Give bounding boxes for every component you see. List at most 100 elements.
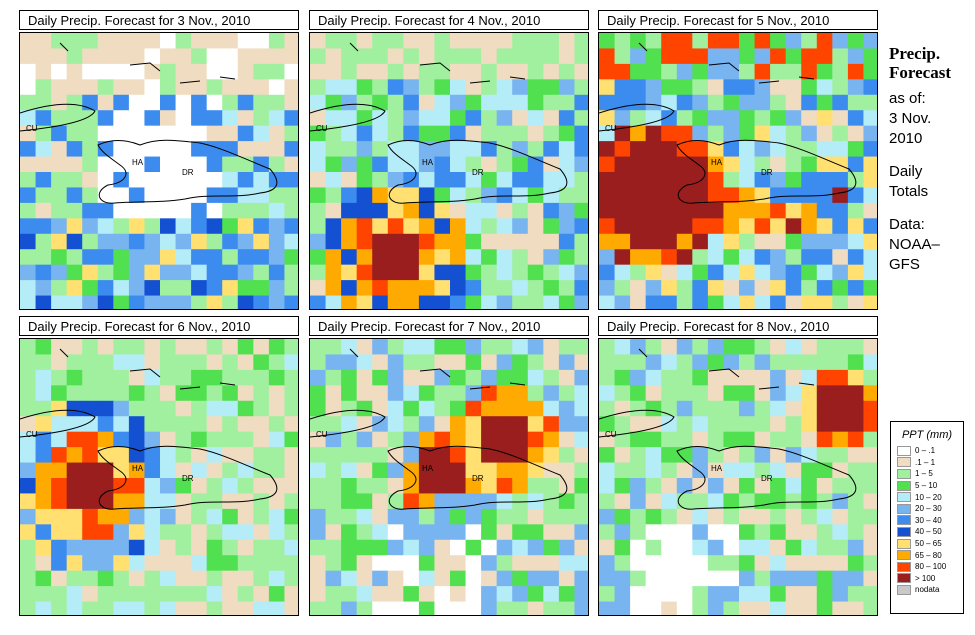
precip-cell	[785, 33, 802, 49]
precip-cell	[614, 63, 631, 80]
precip-cell	[372, 218, 389, 235]
cu-label: CU	[605, 430, 617, 439]
precip-cell	[20, 187, 37, 204]
precip-cell	[144, 264, 161, 281]
precip-cell	[676, 156, 693, 173]
precip-cell	[82, 601, 99, 615]
legend-label: 50 – 65	[915, 539, 942, 549]
precip-cell	[614, 264, 631, 281]
precip-cell	[206, 369, 223, 386]
precip-cell	[512, 63, 529, 80]
precip-cell	[574, 295, 588, 309]
precip-cell	[770, 172, 787, 188]
precip-cell	[418, 94, 435, 111]
precip-cell	[434, 280, 451, 297]
precip-cell	[97, 48, 114, 65]
precip-cell	[770, 385, 787, 402]
precip-cell	[707, 172, 724, 188]
legend-label: 80 – 100	[915, 562, 947, 572]
precip-cell	[645, 33, 662, 49]
precip-cell	[284, 555, 298, 572]
legend-item: 40 – 50	[891, 526, 963, 538]
precip-cell	[496, 172, 513, 188]
precip-cell	[496, 264, 513, 281]
precip-cell	[325, 63, 342, 80]
precip-cell	[82, 416, 99, 433]
precip-cell	[97, 586, 114, 603]
precip-cell	[387, 369, 404, 386]
precip-cell	[847, 369, 864, 386]
precip-cell	[97, 478, 114, 494]
precip-cell	[661, 79, 678, 96]
precip-cell	[496, 508, 513, 525]
precip-cell	[403, 33, 420, 49]
precip-cell	[599, 280, 616, 297]
precip-cell	[372, 586, 389, 603]
precip-cell	[754, 431, 771, 448]
precip-cell	[645, 48, 662, 65]
precip-cell	[418, 264, 435, 281]
precip-cell	[341, 110, 358, 127]
precip-cell	[785, 539, 802, 556]
precip-cell	[284, 478, 298, 494]
precip-cell	[325, 493, 342, 510]
precip-cell	[465, 79, 482, 96]
precip-cell	[801, 125, 818, 142]
precip-cell	[97, 369, 114, 386]
precip-cell	[356, 233, 373, 250]
precip-cell	[191, 555, 208, 572]
precip-cell	[237, 385, 254, 402]
precip-cell	[284, 462, 298, 479]
precip-cell	[645, 110, 662, 127]
precip-cell	[707, 462, 724, 479]
precip-cell	[356, 125, 373, 142]
precip-cell	[645, 79, 662, 96]
precip-cell	[496, 478, 513, 494]
precip-cell	[863, 187, 877, 204]
precip-cell	[253, 33, 270, 49]
precip-cell	[222, 48, 239, 65]
precip-cell	[268, 156, 285, 173]
precip-cell	[66, 33, 83, 49]
precip-cell	[372, 354, 389, 371]
precip-cell	[512, 233, 529, 250]
precip-cell	[558, 264, 575, 281]
precip-cell	[739, 586, 756, 603]
precip-cell	[372, 63, 389, 80]
precip-cell	[20, 110, 37, 127]
precip-cell	[310, 187, 327, 204]
precip-cell	[253, 63, 270, 80]
precip-cell	[418, 354, 435, 371]
precip-cell	[754, 524, 771, 541]
precip-cell	[465, 462, 482, 479]
precip-cell	[770, 156, 787, 173]
precip-cell	[206, 601, 223, 615]
precip-cell	[372, 524, 389, 541]
precip-cell	[237, 508, 254, 525]
precip-cell	[434, 79, 451, 96]
precip-cell	[206, 431, 223, 448]
precip-cell	[661, 48, 678, 65]
precip-cell	[801, 385, 818, 402]
precip-cell	[434, 141, 451, 158]
precip-cell	[558, 369, 575, 386]
precip-cell	[284, 354, 298, 371]
precip-cell	[739, 369, 756, 386]
precip-cell	[723, 172, 740, 188]
precip-cell	[403, 48, 420, 65]
precip-cell	[253, 202, 270, 219]
precip-cell	[801, 570, 818, 587]
precip-cell	[676, 187, 693, 204]
precip-cell	[645, 400, 662, 417]
precip-cell	[418, 249, 435, 266]
precip-cell	[222, 33, 239, 49]
precip-cell	[739, 478, 756, 494]
precip-cell	[35, 94, 52, 111]
precip-cell	[496, 202, 513, 219]
precip-cell	[284, 202, 298, 219]
precip-cell	[450, 94, 467, 111]
precip-cell	[645, 586, 662, 603]
precip-cell	[268, 400, 285, 417]
precip-cell	[206, 79, 223, 96]
